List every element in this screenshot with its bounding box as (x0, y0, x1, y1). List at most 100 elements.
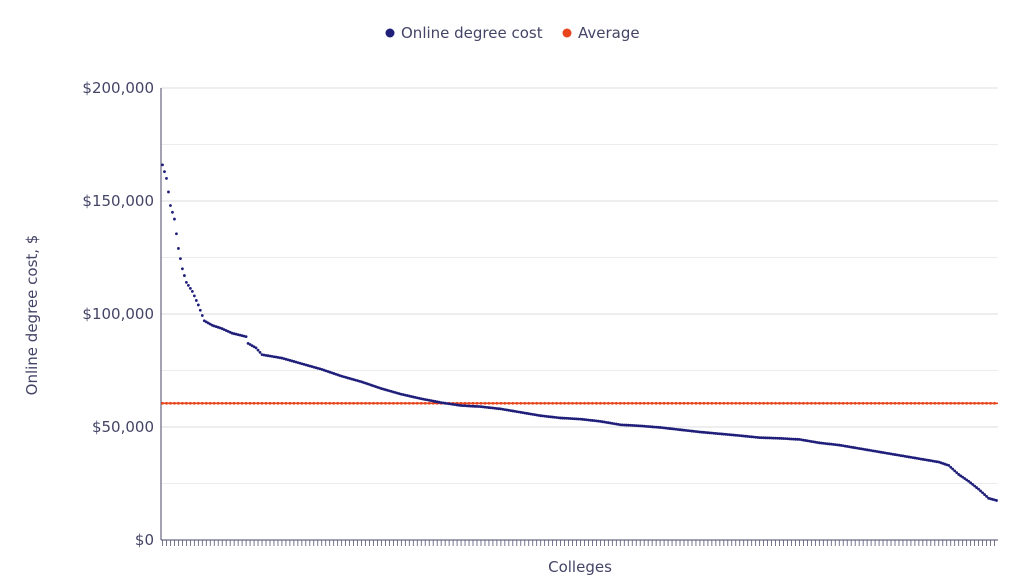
cost-point[interactable] (471, 404, 475, 408)
cost-point[interactable] (760, 436, 764, 440)
cost-point[interactable] (762, 436, 766, 440)
cost-point[interactable] (559, 416, 562, 420)
cost-point[interactable] (469, 404, 473, 408)
cost-point[interactable] (957, 473, 961, 476)
cost-point[interactable] (975, 486, 978, 489)
cost-point[interactable] (630, 424, 634, 427)
cost-point[interactable] (258, 351, 262, 354)
cost-point[interactable] (256, 348, 260, 352)
cost-point[interactable] (768, 436, 771, 440)
cost-point[interactable] (622, 423, 626, 427)
cost-point[interactable] (766, 436, 769, 440)
cost-point[interactable] (636, 424, 640, 428)
cost-point[interactable] (573, 417, 576, 421)
cost-point[interactable] (177, 247, 180, 250)
cost-point[interactable] (618, 423, 622, 427)
cost-point[interactable] (473, 404, 477, 408)
legend-label-average[interactable]: Average (578, 24, 640, 42)
cost-point[interactable] (632, 424, 636, 427)
cost-point[interactable] (179, 257, 182, 261)
cost-point[interactable] (973, 484, 977, 488)
cost-point[interactable] (764, 436, 768, 440)
cost-point[interactable] (758, 436, 762, 440)
legend-label-online-degree-cost[interactable]: Online degree cost (401, 24, 543, 42)
cost-point[interactable] (985, 494, 988, 498)
cost-point[interactable] (475, 405, 479, 408)
cost-point[interactable] (181, 267, 184, 271)
cost-point[interactable] (979, 489, 982, 493)
cost-point[interactable] (175, 232, 178, 236)
cost-point[interactable] (463, 404, 467, 408)
cost-point[interactable] (977, 487, 980, 491)
cost-point[interactable] (969, 481, 973, 485)
cost-point[interactable] (981, 491, 984, 495)
cost-point[interactable] (951, 467, 955, 471)
cost-point[interactable] (628, 423, 632, 427)
cost-point[interactable] (620, 423, 624, 427)
cost-point[interactable] (790, 437, 793, 441)
cost-point[interactable] (192, 294, 196, 298)
cost-point[interactable] (772, 436, 775, 440)
cost-point[interactable] (167, 190, 170, 194)
cost-point[interactable] (971, 483, 975, 486)
cost-point[interactable] (774, 436, 777, 440)
legend[interactable]: Online degree cost Average (385, 24, 640, 42)
cost-point[interactable] (563, 416, 566, 420)
cost-point[interactable] (575, 417, 578, 421)
cost-point[interactable] (778, 436, 781, 440)
y-tick-label: $200,000 (82, 79, 154, 97)
cost-point[interactable] (571, 417, 574, 421)
cost-point[interactable] (196, 303, 200, 307)
cost-point[interactable] (634, 424, 638, 428)
cost-point[interactable] (465, 404, 469, 408)
cost-point[interactable] (169, 204, 172, 207)
cost-point[interactable] (198, 308, 202, 312)
cost-point[interactable] (459, 404, 463, 407)
cost-point[interactable] (796, 437, 799, 441)
cost-point[interactable] (171, 210, 174, 214)
cost-point[interactable] (163, 170, 166, 174)
cost-point[interactable] (188, 286, 192, 290)
cost-point[interactable] (780, 437, 783, 440)
cost-point[interactable] (959, 474, 963, 478)
cost-point[interactable] (786, 437, 789, 441)
cost-point[interactable] (567, 417, 570, 420)
cost-point[interactable] (577, 417, 580, 421)
cost-point[interactable] (961, 475, 965, 479)
cost-point[interactable] (161, 163, 164, 167)
cost-point[interactable] (983, 493, 986, 496)
cost-point[interactable] (165, 177, 168, 180)
cost-point[interactable] (947, 464, 951, 467)
cost-point[interactable] (244, 335, 248, 338)
cost-point[interactable] (184, 280, 188, 284)
cost-point[interactable] (194, 299, 198, 302)
cost-point[interactable] (967, 479, 971, 483)
cost-point[interactable] (953, 469, 957, 473)
cost-point[interactable] (792, 437, 795, 441)
cost-point[interactable] (565, 416, 568, 420)
cost-point[interactable] (200, 314, 204, 317)
cost-point[interactable] (995, 499, 998, 502)
cost-point[interactable] (561, 416, 564, 420)
cost-point[interactable] (626, 423, 630, 427)
cost-point[interactable] (190, 290, 194, 293)
cost-point[interactable] (955, 471, 959, 475)
cost-point[interactable] (965, 478, 969, 482)
cost-point[interactable] (569, 417, 572, 420)
cost-point[interactable] (963, 477, 967, 480)
cost-point[interactable] (776, 436, 779, 440)
cost-point[interactable] (770, 436, 773, 440)
cost-point[interactable] (461, 404, 465, 408)
cost-point[interactable] (254, 346, 258, 350)
cost-point[interactable] (782, 437, 785, 440)
cost-point[interactable] (182, 274, 186, 277)
cost-point[interactable] (624, 423, 628, 427)
cost-point[interactable] (784, 437, 787, 441)
cost-point[interactable] (173, 217, 176, 221)
cost-point[interactable] (949, 465, 953, 469)
cost-point[interactable] (788, 437, 791, 441)
cost-point[interactable] (477, 405, 481, 408)
cost-point[interactable] (467, 404, 471, 408)
cost-point[interactable] (186, 283, 190, 287)
cost-point[interactable] (794, 437, 797, 441)
